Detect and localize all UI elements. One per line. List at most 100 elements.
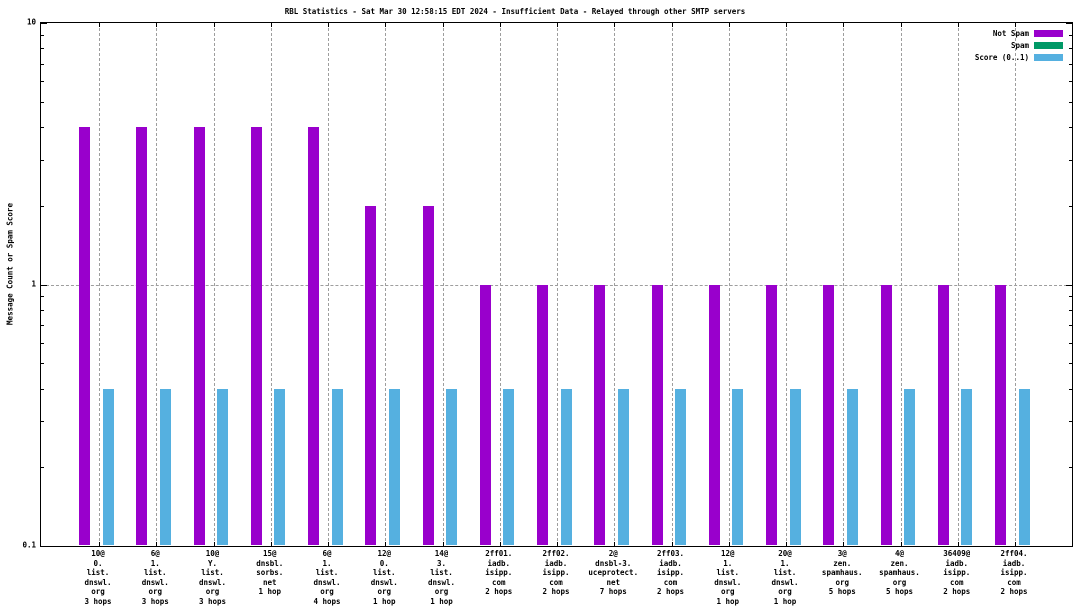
x-category-label-line: dnswl. (370, 577, 398, 587)
x-tick-bottom (900, 542, 902, 546)
x-tick-bottom (557, 542, 558, 546)
x-category-label-line: spamhaus. (821, 568, 863, 577)
x-category-label-line: spamhaus. (879, 568, 920, 577)
x-category-label-line: zen. (833, 558, 852, 568)
x-category-label-line: com (949, 577, 964, 587)
x-category-label-line: sorbs. (256, 568, 284, 577)
x-category-label-line: list. (773, 568, 797, 577)
y-minor-tick (1069, 81, 1072, 82)
y-minor-tick (1069, 363, 1072, 365)
x-tick-bottom (728, 542, 730, 546)
x-category-label-line: iadb. (659, 558, 682, 568)
x-category-label: 3@ zen. spamhaus. org 5 hops (822, 549, 863, 597)
bar-score-0-1- (331, 388, 343, 545)
bar-not-spam (250, 127, 262, 545)
x-category-label-line: org (835, 577, 850, 587)
x-tick-top (786, 23, 787, 27)
x-category-label-line: 1 hop (773, 596, 797, 606)
x-category-label-line: dnswl. (427, 577, 456, 587)
x-tick-top (728, 23, 730, 27)
bar-score-0-1- (388, 388, 400, 545)
x-category-label-line: 5 hops (828, 587, 856, 596)
x-category-label: 12@ 0. list. dnswl. org 1 hop (371, 549, 398, 606)
y-minor-tick (41, 363, 44, 365)
bar-score-0-1- (961, 388, 973, 545)
y-minor-tick (41, 159, 44, 161)
x-category-label-line: 3 hops (84, 596, 112, 606)
bar-not-spam (537, 284, 548, 545)
y-major-tick (41, 23, 47, 24)
x-category-label-line: isipp. (943, 568, 971, 577)
x-category-label-line: 1. (322, 558, 332, 568)
y-major-tick (1066, 546, 1072, 547)
x-tick-bottom (1015, 542, 1016, 546)
y-minor-tick (41, 342, 44, 344)
y-minor-tick (41, 467, 44, 469)
bar-not-spam (193, 127, 205, 545)
plot-area: Not Spam Spam Score (0..1) (40, 22, 1073, 547)
x-category-label-line: 4 hops (313, 596, 341, 606)
y-minor-tick (41, 296, 44, 298)
y-minor-tick (41, 421, 44, 423)
x-category-label: 20@ 1. list. dnswl. org 1 hop (771, 549, 798, 606)
x-category-label-line: 4@ (894, 549, 905, 558)
bar-score-0-1- (102, 388, 114, 545)
x-category-label-line: 2 hops (542, 587, 570, 596)
x-category-label-line: 12@ (377, 549, 392, 558)
x-category-label-line: 3 hops (141, 596, 169, 606)
x-category-label-line: 15@ (262, 549, 277, 558)
legend-label: Spam (1010, 41, 1029, 50)
bar-not-spam (365, 205, 377, 545)
x-category-label-line: org (320, 587, 334, 596)
bar-score-0-1- (846, 388, 858, 545)
x-category-label-line: list. (201, 568, 224, 577)
x-category-label-line: 6@ (322, 549, 332, 558)
x-category-label: 6@ 1. list. dnswl. org 4 hops (313, 549, 340, 606)
x-category-label: 6@ 1. list. dnswl. org 3 hops (142, 549, 169, 606)
x-category-label-line: 6@ (150, 549, 160, 558)
x-category-label-line: dnswl. (141, 577, 169, 587)
x-category-label-line: dnsbl. (256, 558, 284, 568)
x-category-label-line: org (205, 587, 220, 596)
x-category-label-line: 36409@ (943, 549, 971, 558)
x-category-label-line: com (663, 577, 678, 587)
y-minor-tick (1069, 159, 1072, 161)
x-category-label-line: 12@ (720, 549, 735, 558)
x-tick-top (99, 23, 100, 27)
y-minor-tick (1069, 205, 1072, 207)
x-tick-bottom (270, 542, 272, 546)
x-category-label-line: net (606, 577, 621, 587)
x-category-label-line: isipp. (542, 568, 570, 577)
y-minor-tick (41, 81, 44, 82)
legend-label: Score (0..1) (974, 53, 1029, 62)
x-category-label-line: 3 hops (198, 596, 227, 606)
x-tick-top (900, 23, 902, 27)
bar-not-spam (823, 284, 835, 545)
x-tick-top (557, 23, 558, 27)
x-category-label-line: iadb. (544, 558, 568, 568)
x-category-label-line: 3@ (837, 549, 847, 558)
x-category-label-line: iadb. (945, 558, 969, 568)
x-category-label-line: zen. (890, 558, 909, 568)
x-category-label-line: 20@ (778, 549, 792, 558)
y-tick-label: 1 (31, 279, 36, 288)
x-tick-bottom (442, 542, 444, 546)
x-category-label-line: isipp. (1000, 568, 1028, 577)
y-tick-label: 10 (26, 17, 36, 27)
bar-score-0-1- (789, 388, 801, 545)
bar-not-spam (880, 284, 892, 545)
y-minor-tick (41, 127, 44, 129)
x-category-label: 2ff02. iadb. isipp. com 2 hops (542, 549, 569, 597)
bar-score-0-1- (560, 388, 572, 545)
x-category-label-line: 3. (436, 558, 447, 568)
x-category-label-line: org (892, 577, 907, 587)
bar-not-spam (79, 127, 90, 545)
bar-score-0-1- (159, 388, 171, 545)
y-minor-tick (1069, 63, 1072, 65)
y-minor-tick (1069, 48, 1072, 50)
x-category-label-line: org (778, 587, 792, 596)
x-category-label: 10@ Y. list. dnswl. org 3 hops (199, 549, 226, 606)
x-category-label-line: 7 hops (599, 587, 627, 596)
y-axis-label: Message Count or Spam Score (5, 203, 15, 325)
x-category-label: 36409@ iadb. isipp. com 2 hops (943, 549, 970, 597)
